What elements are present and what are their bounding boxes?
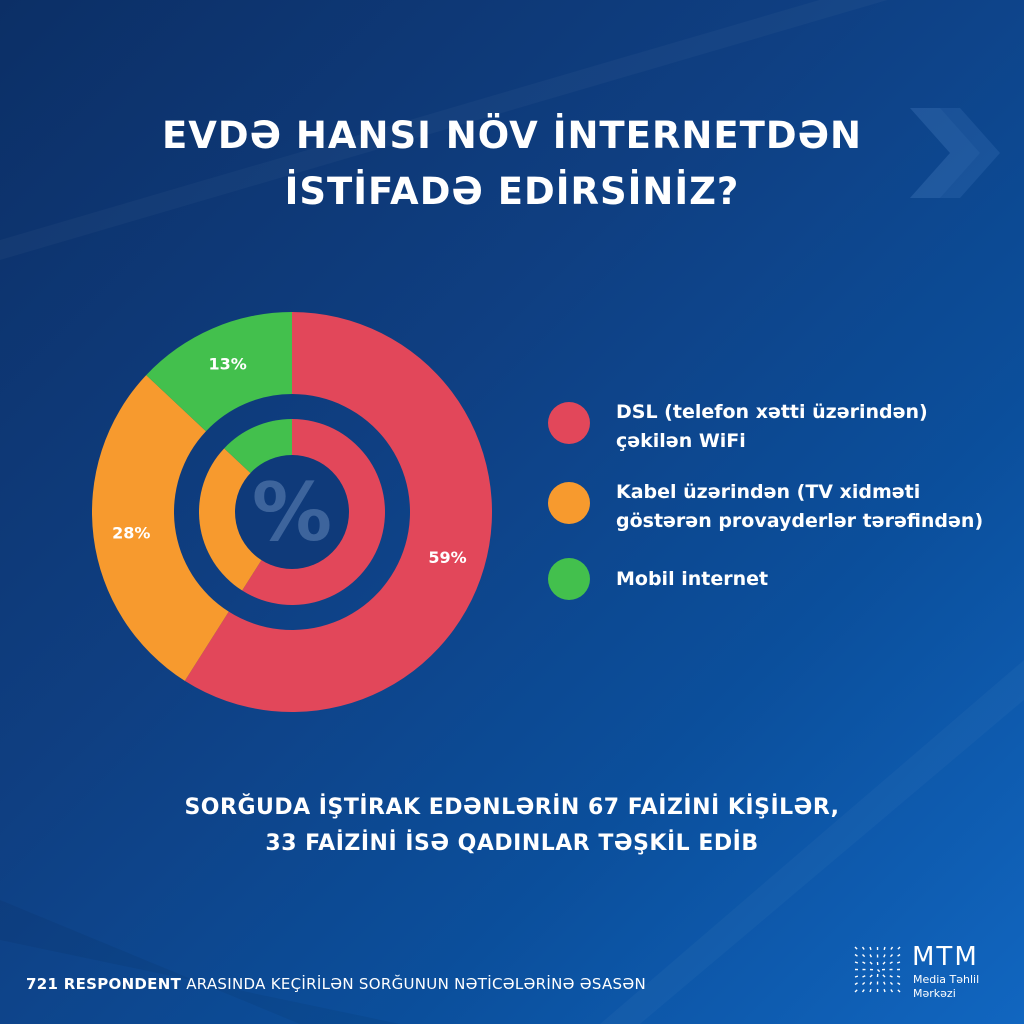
legend-label-line-2: göstərən provayderlər tərəfindən) <box>616 510 984 532</box>
legend-item-mobile: Mobil internet <box>548 558 1008 600</box>
legend-swatch-mobile <box>548 558 590 600</box>
logo-name: MTM <box>912 942 979 972</box>
logo-subtitle-line-2: Mərkəzi <box>913 987 956 1000</box>
legend-label-line-1: DSL (telefon xətti üzərindən) <box>616 401 928 423</box>
legend-item-cable: Kabel üzərindən (TV xidməti göstərən pro… <box>548 478 1008 536</box>
survey-note: SORĞUDA İŞTİRAK EDƏNLƏRİN 67 FAİZİNİ KİŞ… <box>0 790 1024 862</box>
donut-outer-slice-cable <box>91 375 229 681</box>
footer-source-text: ARASINDA KEÇİRİLƏN SORĞUNUN NƏTİCƏLƏRİNƏ… <box>181 975 646 993</box>
donut-chart: % 59% 28% 13% <box>91 312 493 712</box>
logo-subtitle: Media Təhlil Mərkəzi <box>913 973 979 1001</box>
logo-subtitle-line-1: Media Təhlil <box>913 973 980 986</box>
data-label-dsl: 59% <box>428 548 466 567</box>
legend-label-line-1: Kabel üzərindən (TV xidməti <box>616 481 921 503</box>
note-line-2: 33 FAİZİNİ İSƏ QADINLAR TƏŞKİL EDİB <box>265 831 759 856</box>
mtm-logo-mark-icon <box>854 946 901 993</box>
title-line-2: İSTİFADƏ EDİRSİNİZ? <box>284 170 740 213</box>
data-label-cable: 28% <box>112 523 150 542</box>
legend-swatch-dsl <box>548 402 590 444</box>
data-label-mobile: 13% <box>209 354 247 373</box>
footer-source: 721 RESPONDENT ARASINDA KEÇİRİLƏN SORĞUN… <box>26 975 646 993</box>
center-percent-symbol: % <box>252 466 332 559</box>
mtm-logo: MTM Media Təhlil Mərkəzi <box>852 942 1012 1001</box>
chevron-decoration-icon <box>910 108 1000 198</box>
title-line-1: EVDƏ HANSI NÖV İNTERNETDƏN <box>161 114 863 157</box>
legend-label-line-2: çəkilən WiFi <box>616 430 746 452</box>
donut-outer-slice-mobile <box>146 312 292 432</box>
donut-center-hole <box>235 455 349 569</box>
legend-swatch-cable <box>548 482 590 524</box>
footer-respondent-count: 721 RESPONDENT <box>26 975 182 993</box>
legend-label-line-1: Mobil internet <box>616 568 769 590</box>
chart-legend: DSL (telefon xətti üzərindən) çəkilən Wi… <box>548 398 1008 622</box>
note-line-1: SORĞUDA İŞTİRAK EDƏNLƏRİN 67 FAİZİNİ KİŞ… <box>184 795 840 820</box>
legend-item-dsl: DSL (telefon xətti üzərindən) çəkilən Wi… <box>548 398 1008 456</box>
donut-outer-slice-dsl <box>184 312 493 712</box>
chart-title: EVDƏ HANSI NÖV İNTERNETDƏN İSTİFADƏ EDİR… <box>0 108 1024 220</box>
